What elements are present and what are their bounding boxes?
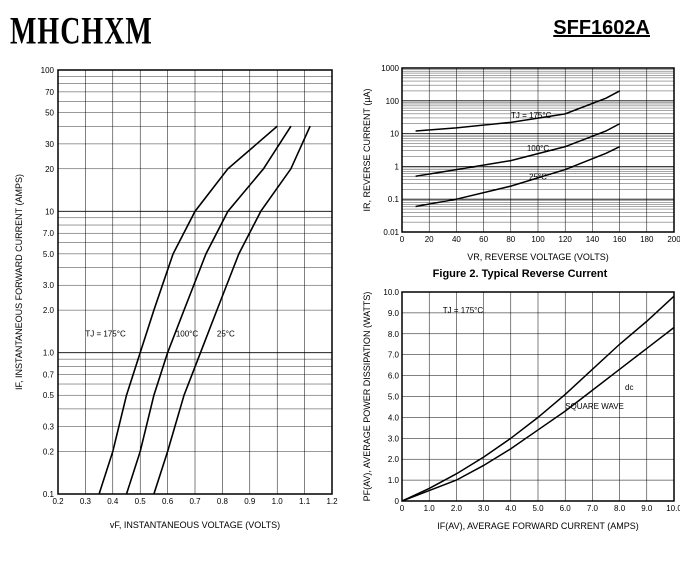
svg-text:0.7: 0.7 xyxy=(43,371,55,380)
svg-text:10.0: 10.0 xyxy=(383,288,399,297)
svg-text:vF, INSTANTANEOUS VOLTAGE (VOL: vF, INSTANTANEOUS VOLTAGE (VOLTS) xyxy=(110,520,280,530)
svg-text:9.0: 9.0 xyxy=(388,309,400,318)
svg-text:0.2: 0.2 xyxy=(52,497,64,506)
svg-text:30: 30 xyxy=(45,140,54,149)
svg-text:0.9: 0.9 xyxy=(244,497,256,506)
svg-text:200: 200 xyxy=(667,235,680,244)
svg-text:8.0: 8.0 xyxy=(388,330,400,339)
svg-text:20: 20 xyxy=(45,165,54,174)
svg-text:180: 180 xyxy=(640,235,654,244)
svg-text:3.0: 3.0 xyxy=(478,504,490,513)
svg-text:6.0: 6.0 xyxy=(388,372,400,381)
svg-text:IF, INSTANTANEOUS FORWARD CURR: IF, INSTANTANEOUS FORWARD CURRENT (AMPS) xyxy=(14,174,24,390)
svg-text:VR, REVERSE VOLTAGE (VOLTS): VR, REVERSE VOLTAGE (VOLTS) xyxy=(467,252,609,262)
svg-text:0.01: 0.01 xyxy=(383,228,399,237)
svg-text:4.0: 4.0 xyxy=(505,504,517,513)
svg-text:0.3: 0.3 xyxy=(80,497,92,506)
svg-text:50: 50 xyxy=(45,109,54,118)
svg-text:1.2: 1.2 xyxy=(326,497,338,506)
chart-grid: 0.20.30.40.50.60.70.80.91.01.11.20.10.20… xyxy=(10,62,690,532)
svg-text:160: 160 xyxy=(613,235,627,244)
svg-text:IR, REVERSE CURRENT (µA): IR, REVERSE CURRENT (µA) xyxy=(362,88,372,211)
svg-text:9.0: 9.0 xyxy=(641,504,653,513)
svg-text:70: 70 xyxy=(45,88,54,97)
svg-text:IF(AV), AVERAGE FORWARD CURREN: IF(AV), AVERAGE FORWARD CURRENT (AMPS) xyxy=(437,521,639,531)
svg-text:TJ = 175°C: TJ = 175°C xyxy=(85,330,126,339)
header: MHCHXM SFF1602A xyxy=(10,10,690,42)
svg-text:100°C: 100°C xyxy=(527,144,550,153)
svg-text:0.1: 0.1 xyxy=(388,195,400,204)
svg-text:3.0: 3.0 xyxy=(43,281,55,290)
svg-text:40: 40 xyxy=(452,235,461,244)
svg-text:4.0: 4.0 xyxy=(388,413,400,422)
svg-text:0.7: 0.7 xyxy=(189,497,201,506)
svg-text:PF(AV), AVERAGE POWER DISSIPAT: PF(AV), AVERAGE POWER DISSIPATION (WATTS… xyxy=(362,292,372,502)
power-dissipation-chart: 0 1.0 2.0 3.0 4.0 5.0 6.0 7.0 8.0 9.0 10.0 0 1.0 2.0 3… xyxy=(360,286,680,531)
svg-text:0: 0 xyxy=(400,235,405,244)
svg-text:0.4: 0.4 xyxy=(107,497,119,506)
svg-text:10.0: 10.0 xyxy=(666,504,680,513)
svg-text:0.1: 0.1 xyxy=(43,490,55,499)
svg-text:0.6: 0.6 xyxy=(162,497,174,506)
svg-text:1.1: 1.1 xyxy=(299,497,311,506)
svg-text:1.0: 1.0 xyxy=(43,349,55,358)
forward-current-chart: 0.20.30.40.50.60.70.80.91.01.11.20.10.20… xyxy=(10,62,340,532)
svg-text:dc: dc xyxy=(625,383,633,392)
brand-logo: MHCHXM xyxy=(10,10,153,55)
svg-text:2.0: 2.0 xyxy=(388,455,400,464)
svg-text:1: 1 xyxy=(395,162,400,171)
svg-text:1.0: 1.0 xyxy=(388,476,400,485)
svg-text:100: 100 xyxy=(531,235,545,244)
svg-text:2.0: 2.0 xyxy=(43,306,55,315)
svg-text:5.0: 5.0 xyxy=(388,393,400,402)
svg-text:TJ = 175°C: TJ = 175°C xyxy=(511,111,552,120)
svg-text:7.0: 7.0 xyxy=(43,229,55,238)
svg-text:7.0: 7.0 xyxy=(388,351,400,360)
svg-text:20: 20 xyxy=(425,235,434,244)
svg-text:10: 10 xyxy=(45,207,54,216)
svg-text:6.0: 6.0 xyxy=(560,504,572,513)
svg-text:0.5: 0.5 xyxy=(135,497,147,506)
svg-text:100: 100 xyxy=(386,97,400,106)
chart2-caption: Figure 2. Typical Reverse Current xyxy=(360,268,680,280)
part-number: SFF1602A xyxy=(553,17,650,40)
svg-text:2.0: 2.0 xyxy=(451,504,463,513)
svg-text:60: 60 xyxy=(479,235,488,244)
svg-text:0: 0 xyxy=(400,504,405,513)
svg-text:0.2: 0.2 xyxy=(43,447,55,456)
svg-text:100°C: 100°C xyxy=(176,330,199,339)
svg-text:0: 0 xyxy=(395,497,400,506)
svg-text:1.0: 1.0 xyxy=(424,504,436,513)
svg-text:0.8: 0.8 xyxy=(217,497,229,506)
svg-text:7.0: 7.0 xyxy=(587,504,599,513)
svg-text:140: 140 xyxy=(586,235,600,244)
svg-text:10: 10 xyxy=(390,130,399,139)
svg-text:1.0: 1.0 xyxy=(272,497,284,506)
svg-text:3.0: 3.0 xyxy=(388,434,400,443)
svg-text:0.3: 0.3 xyxy=(43,423,55,432)
svg-text:5.0: 5.0 xyxy=(532,504,544,513)
svg-text:80: 80 xyxy=(506,235,515,244)
svg-text:120: 120 xyxy=(559,235,573,244)
reverse-current-chart: 0 20 40 60 80 100 120 140 160 180 200 0.01 0.1 1 10 100… xyxy=(360,62,680,262)
svg-text:5.0: 5.0 xyxy=(43,250,55,259)
svg-text:0.5: 0.5 xyxy=(43,391,55,400)
svg-text:SQUARE WAVE: SQUARE WAVE xyxy=(565,402,624,411)
svg-text:8.0: 8.0 xyxy=(614,504,626,513)
svg-text:TJ = 175°C: TJ = 175°C xyxy=(443,306,484,315)
svg-text:25°C: 25°C xyxy=(529,172,547,181)
svg-text:25°C: 25°C xyxy=(217,330,235,339)
svg-text:1000: 1000 xyxy=(381,64,399,73)
svg-text:100: 100 xyxy=(41,66,55,75)
